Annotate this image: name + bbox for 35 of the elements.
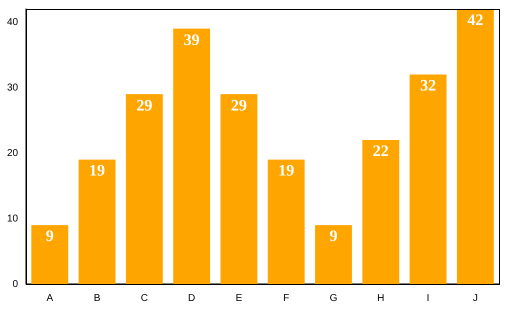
x-tick-label: J — [472, 292, 478, 304]
x-tick-label: H — [377, 292, 384, 304]
data-label: 22 — [372, 143, 389, 160]
data-label: 42 — [467, 12, 484, 30]
bar — [78, 160, 116, 284]
data-label: 9 — [329, 228, 338, 246]
data-label: 29 — [136, 97, 152, 114]
data-label: 9 — [46, 228, 54, 246]
x-tick-label: G — [330, 292, 338, 304]
data-label: 32 — [420, 78, 436, 95]
bar — [456, 9, 494, 284]
data-label: 29 — [230, 97, 247, 114]
bar — [268, 160, 305, 284]
x-tick-label: C — [140, 292, 148, 304]
y-tick-label: 0 — [12, 278, 19, 290]
data-label: 19 — [278, 162, 294, 180]
x-tick-label: F — [283, 292, 290, 304]
data-label: 39 — [184, 32, 200, 49]
bar — [126, 94, 163, 284]
y-tick-label: 10 — [7, 213, 19, 224]
bar — [31, 225, 68, 284]
x-tick-label: A — [46, 292, 54, 304]
x-tick-label: B — [94, 292, 101, 304]
y-tick-label: 30 — [7, 82, 19, 94]
x-tick-label: E — [236, 292, 243, 304]
bar — [410, 74, 447, 284]
bar — [220, 94, 258, 284]
bar — [173, 28, 210, 284]
y-tick-label: 20 — [7, 148, 19, 159]
bar — [315, 225, 352, 284]
bar — [362, 140, 400, 284]
y-tick-label: 40 — [7, 16, 19, 28]
x-tick-label: I — [426, 292, 430, 304]
data-label: 19 — [89, 162, 106, 180]
x-tick-label: D — [188, 292, 196, 304]
